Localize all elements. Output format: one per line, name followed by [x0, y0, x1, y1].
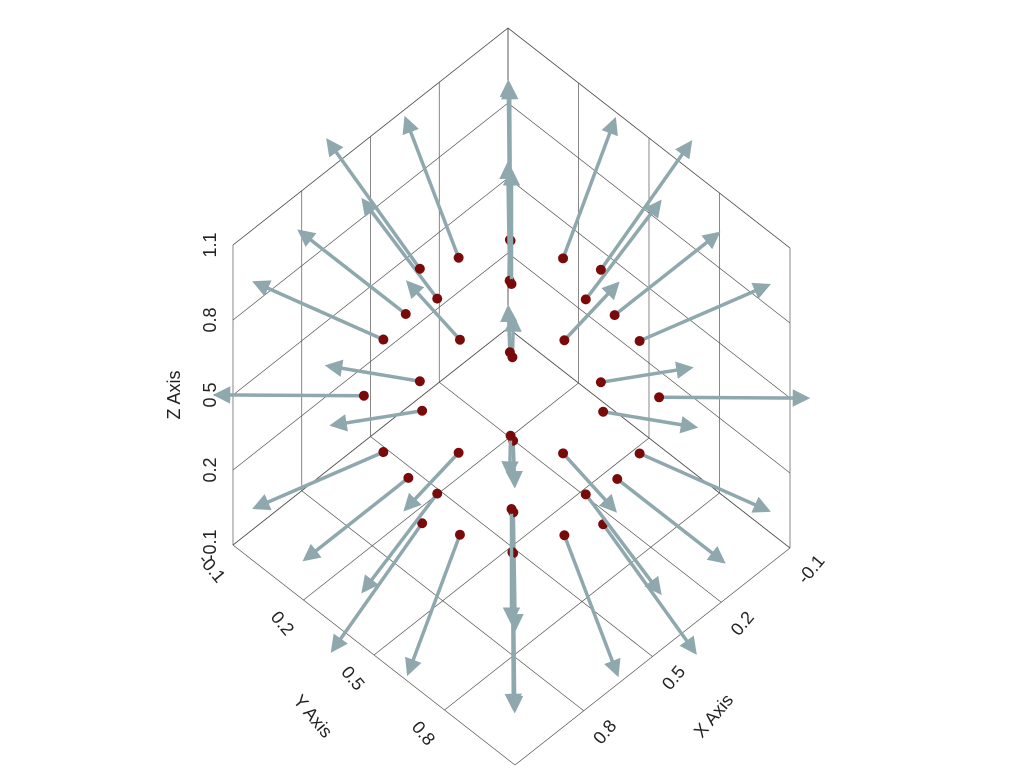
- point: [634, 335, 645, 346]
- point: [454, 334, 465, 345]
- z-tick-label: 0.8: [200, 307, 220, 332]
- arrow: [599, 140, 693, 271]
- x-tick-label: 0.5: [658, 662, 689, 694]
- arrow: [252, 450, 385, 511]
- arrow: [212, 386, 364, 404]
- point: [612, 474, 623, 484]
- arrow: [602, 410, 699, 434]
- z-tick-label: 0.2: [200, 457, 220, 482]
- arrow: [329, 409, 423, 432]
- arrow: [584, 199, 662, 301]
- arrow: [505, 440, 523, 489]
- point: [417, 518, 428, 529]
- point: [358, 390, 369, 401]
- point: [432, 488, 443, 499]
- x-axis-label: X Axis: [690, 690, 737, 741]
- arrow: [499, 161, 517, 281]
- y-tick-label: 0.5: [337, 662, 368, 694]
- arrow: [252, 280, 385, 342]
- point: [453, 447, 464, 458]
- arrow: [638, 451, 771, 513]
- z-axis-label: Z Axis: [164, 370, 184, 419]
- x-tick-label: -0.1: [793, 551, 828, 588]
- point: [558, 253, 569, 264]
- arrow: [402, 115, 461, 259]
- point: [634, 448, 645, 459]
- grid-line: [232, 252, 509, 471]
- arrow: [600, 361, 694, 384]
- arrow: [405, 534, 462, 677]
- arrow: [302, 476, 410, 562]
- arrow: [562, 534, 621, 678]
- point: [654, 392, 665, 403]
- arrow: [406, 280, 462, 341]
- arrow: [361, 492, 439, 594]
- arrow: [601, 523, 697, 655]
- arrow: [561, 116, 618, 259]
- arrow: [561, 452, 617, 513]
- arrow: [330, 522, 424, 653]
- arrow: [326, 138, 422, 270]
- point: [505, 430, 516, 441]
- point: [417, 405, 428, 416]
- arrow: [501, 435, 519, 479]
- arrow: [324, 359, 421, 383]
- point: [403, 472, 414, 483]
- arrow: [403, 451, 460, 512]
- point: [558, 448, 569, 459]
- point: [609, 310, 620, 321]
- y-tick-label: 0.2: [267, 607, 298, 639]
- y-tick-label: 0.8: [408, 717, 439, 749]
- grid-line: [444, 492, 720, 711]
- point: [559, 335, 570, 346]
- arrow: [584, 493, 662, 596]
- grid-line: [232, 27, 509, 246]
- grid-line: [232, 327, 509, 546]
- x-tick-label: 0.8: [589, 716, 620, 748]
- point: [378, 447, 389, 458]
- x-tick-label: 0.2: [727, 607, 758, 639]
- point: [506, 279, 517, 289]
- z-tick-label: 1.1: [200, 232, 220, 257]
- point: [580, 489, 591, 500]
- grid-line: [507, 327, 791, 549]
- arrow: [297, 229, 407, 316]
- arrow: [500, 304, 518, 353]
- y-axis-label: Y Axis: [289, 691, 336, 742]
- point: [432, 293, 443, 304]
- arrow: [563, 281, 620, 342]
- point: [453, 252, 464, 263]
- point: [595, 377, 606, 388]
- z-tick-label: -0.1: [200, 529, 220, 560]
- point: [400, 309, 411, 319]
- point: [454, 529, 465, 540]
- point: [414, 263, 425, 274]
- point: [580, 294, 591, 305]
- point: [414, 376, 425, 387]
- point: [598, 406, 609, 417]
- grid-line: [507, 27, 791, 249]
- arrow: [616, 477, 726, 564]
- grid-line: [507, 252, 791, 474]
- point: [378, 334, 389, 345]
- point: [506, 504, 517, 514]
- point: [595, 264, 606, 275]
- arrow: [361, 197, 439, 300]
- point: [559, 530, 570, 541]
- arrow: [659, 389, 811, 407]
- arrow: [638, 282, 771, 343]
- arrow: [613, 231, 721, 317]
- point: [504, 347, 515, 358]
